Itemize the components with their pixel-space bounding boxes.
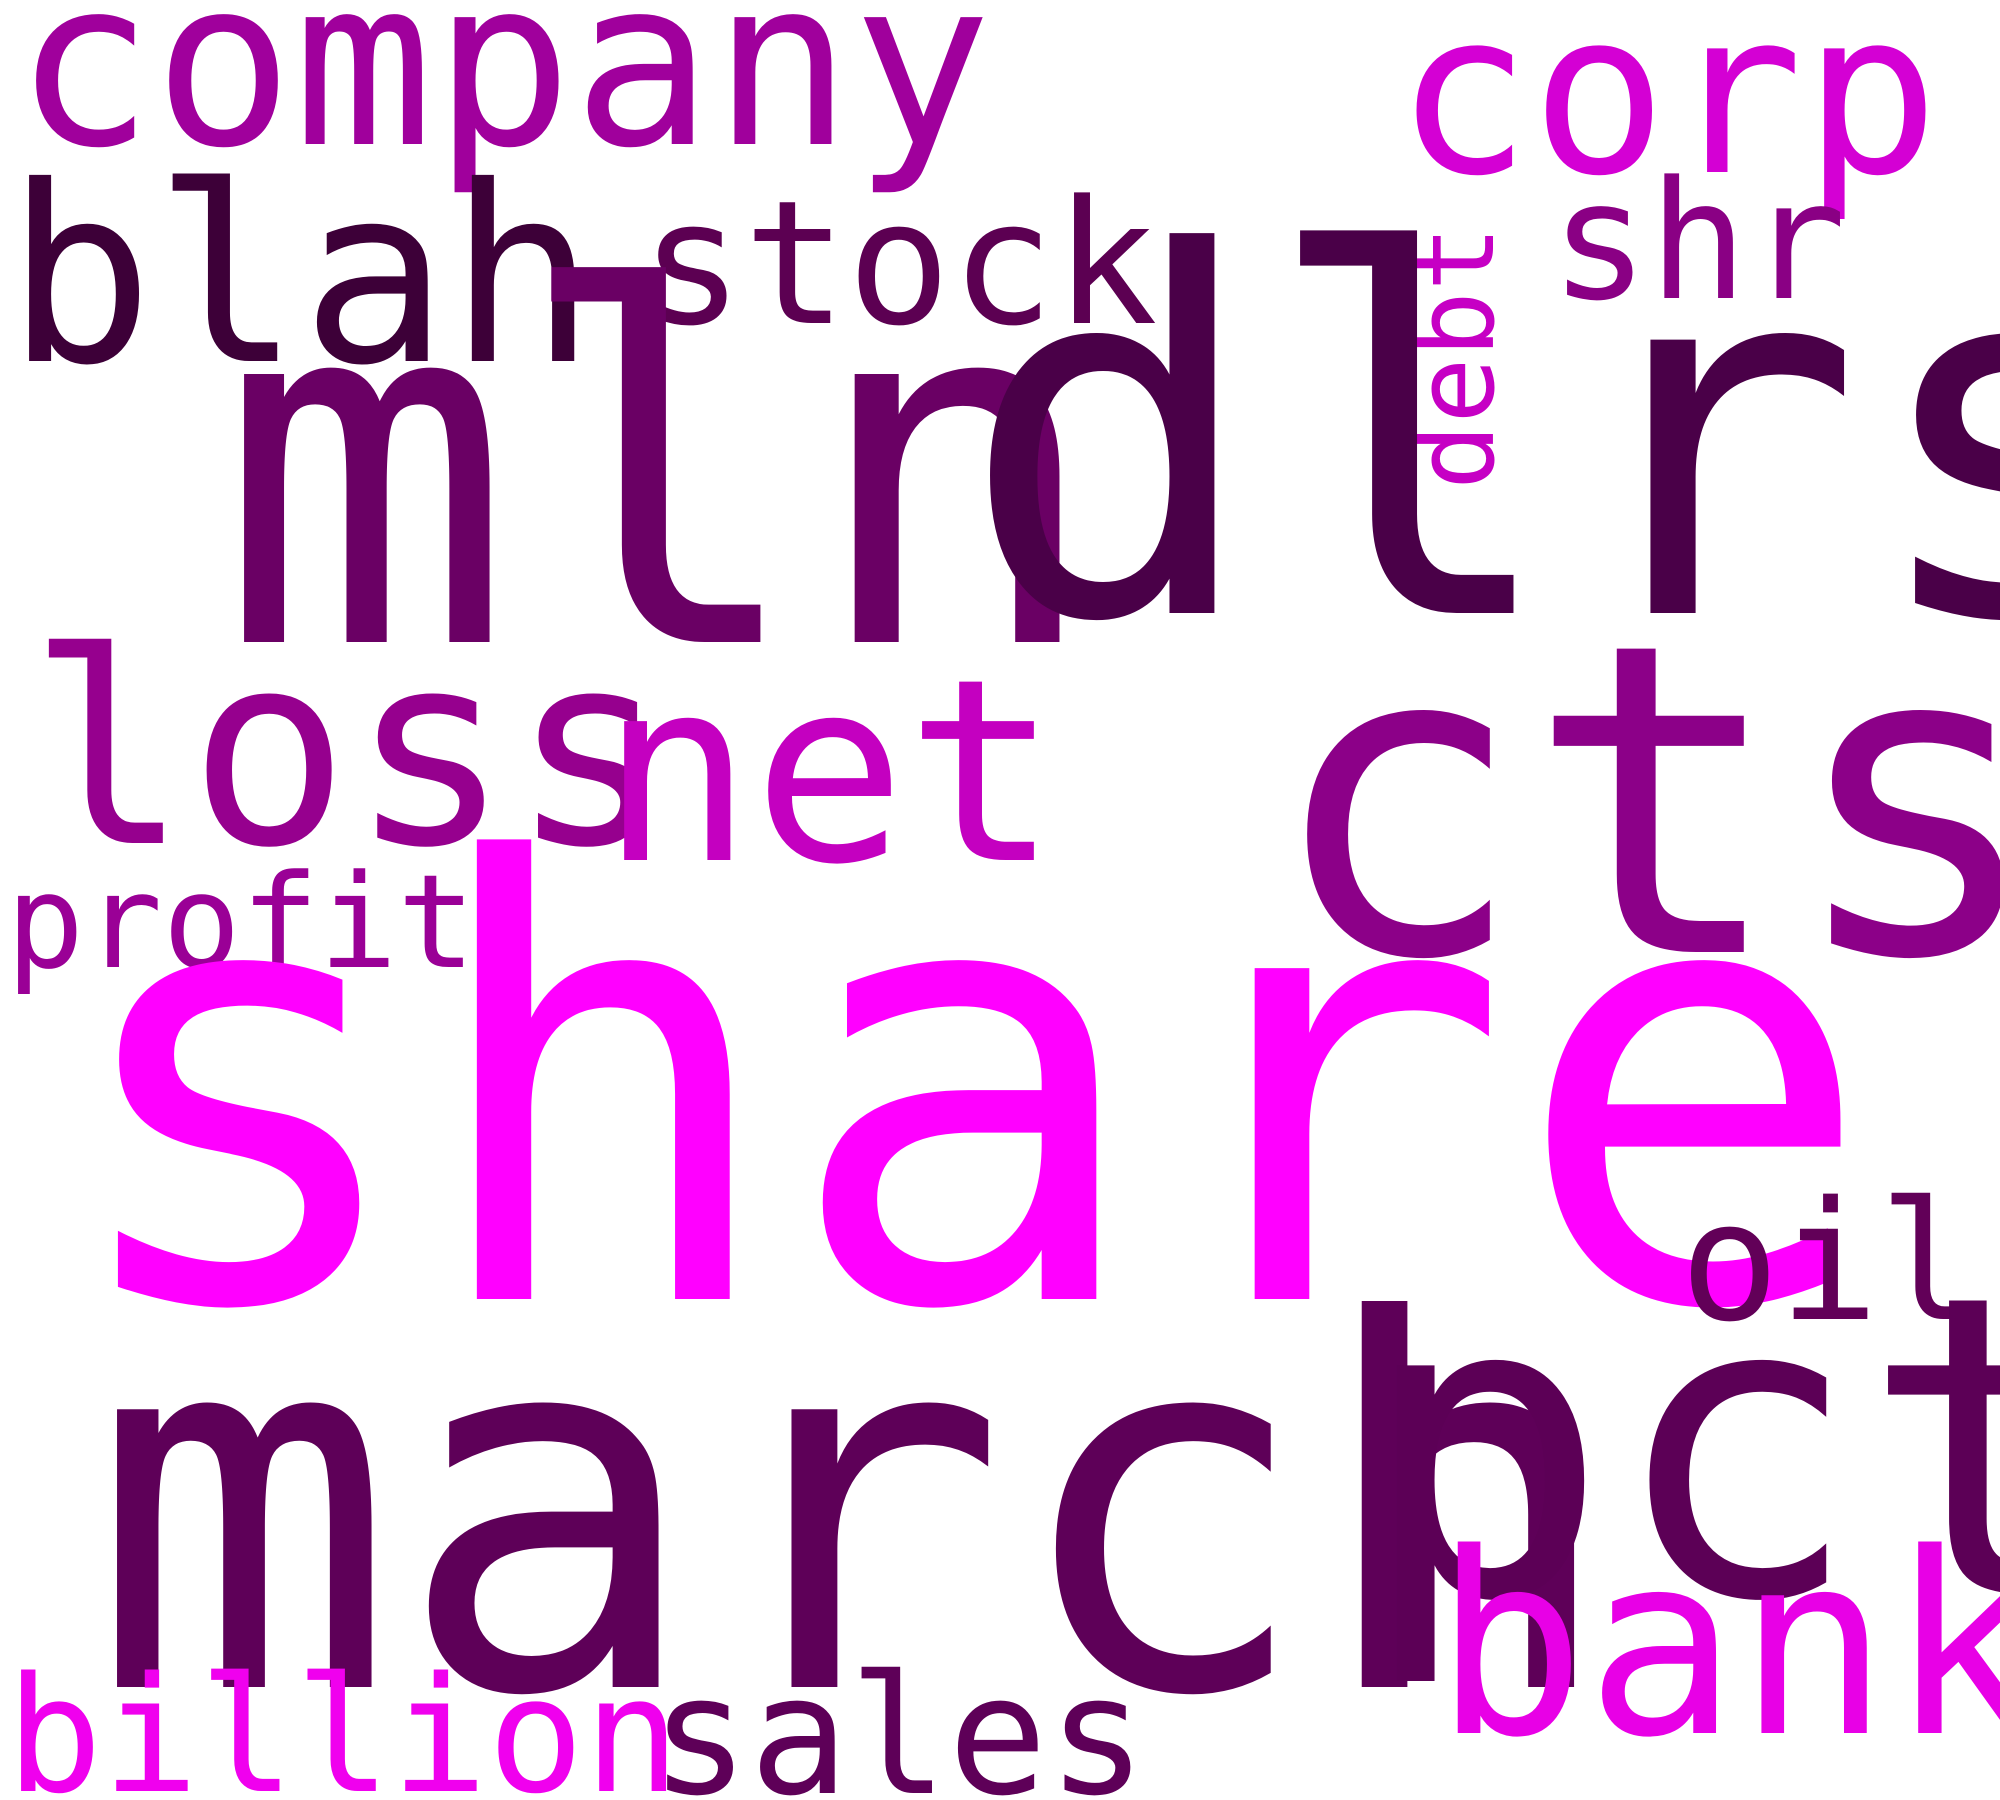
word-corp: corp (1395, 0, 1940, 226)
word-mln: mln (218, 187, 1104, 758)
word-march: march (90, 1215, 1620, 1800)
word-share: share (55, 737, 1877, 1442)
word-blah: blah (6, 134, 597, 419)
word-profit: profit (6, 846, 476, 998)
word-net: net (600, 624, 1059, 920)
word-shr: shr (1550, 146, 1847, 337)
word-loss: loss (28, 595, 671, 906)
word-oil: oil (1680, 1166, 1979, 1358)
word-bank: bank (1434, 1500, 2000, 1793)
word-company: company (14, 0, 992, 199)
word-stock: stock (640, 163, 1158, 364)
word-cts: cts (1266, 551, 2000, 1054)
word-pct: pct (1358, 1206, 2000, 1693)
word-billion: billion (6, 1642, 681, 1800)
word-sales: sales (650, 1640, 1147, 1800)
word-dlrs: dlrs (960, 149, 2000, 731)
